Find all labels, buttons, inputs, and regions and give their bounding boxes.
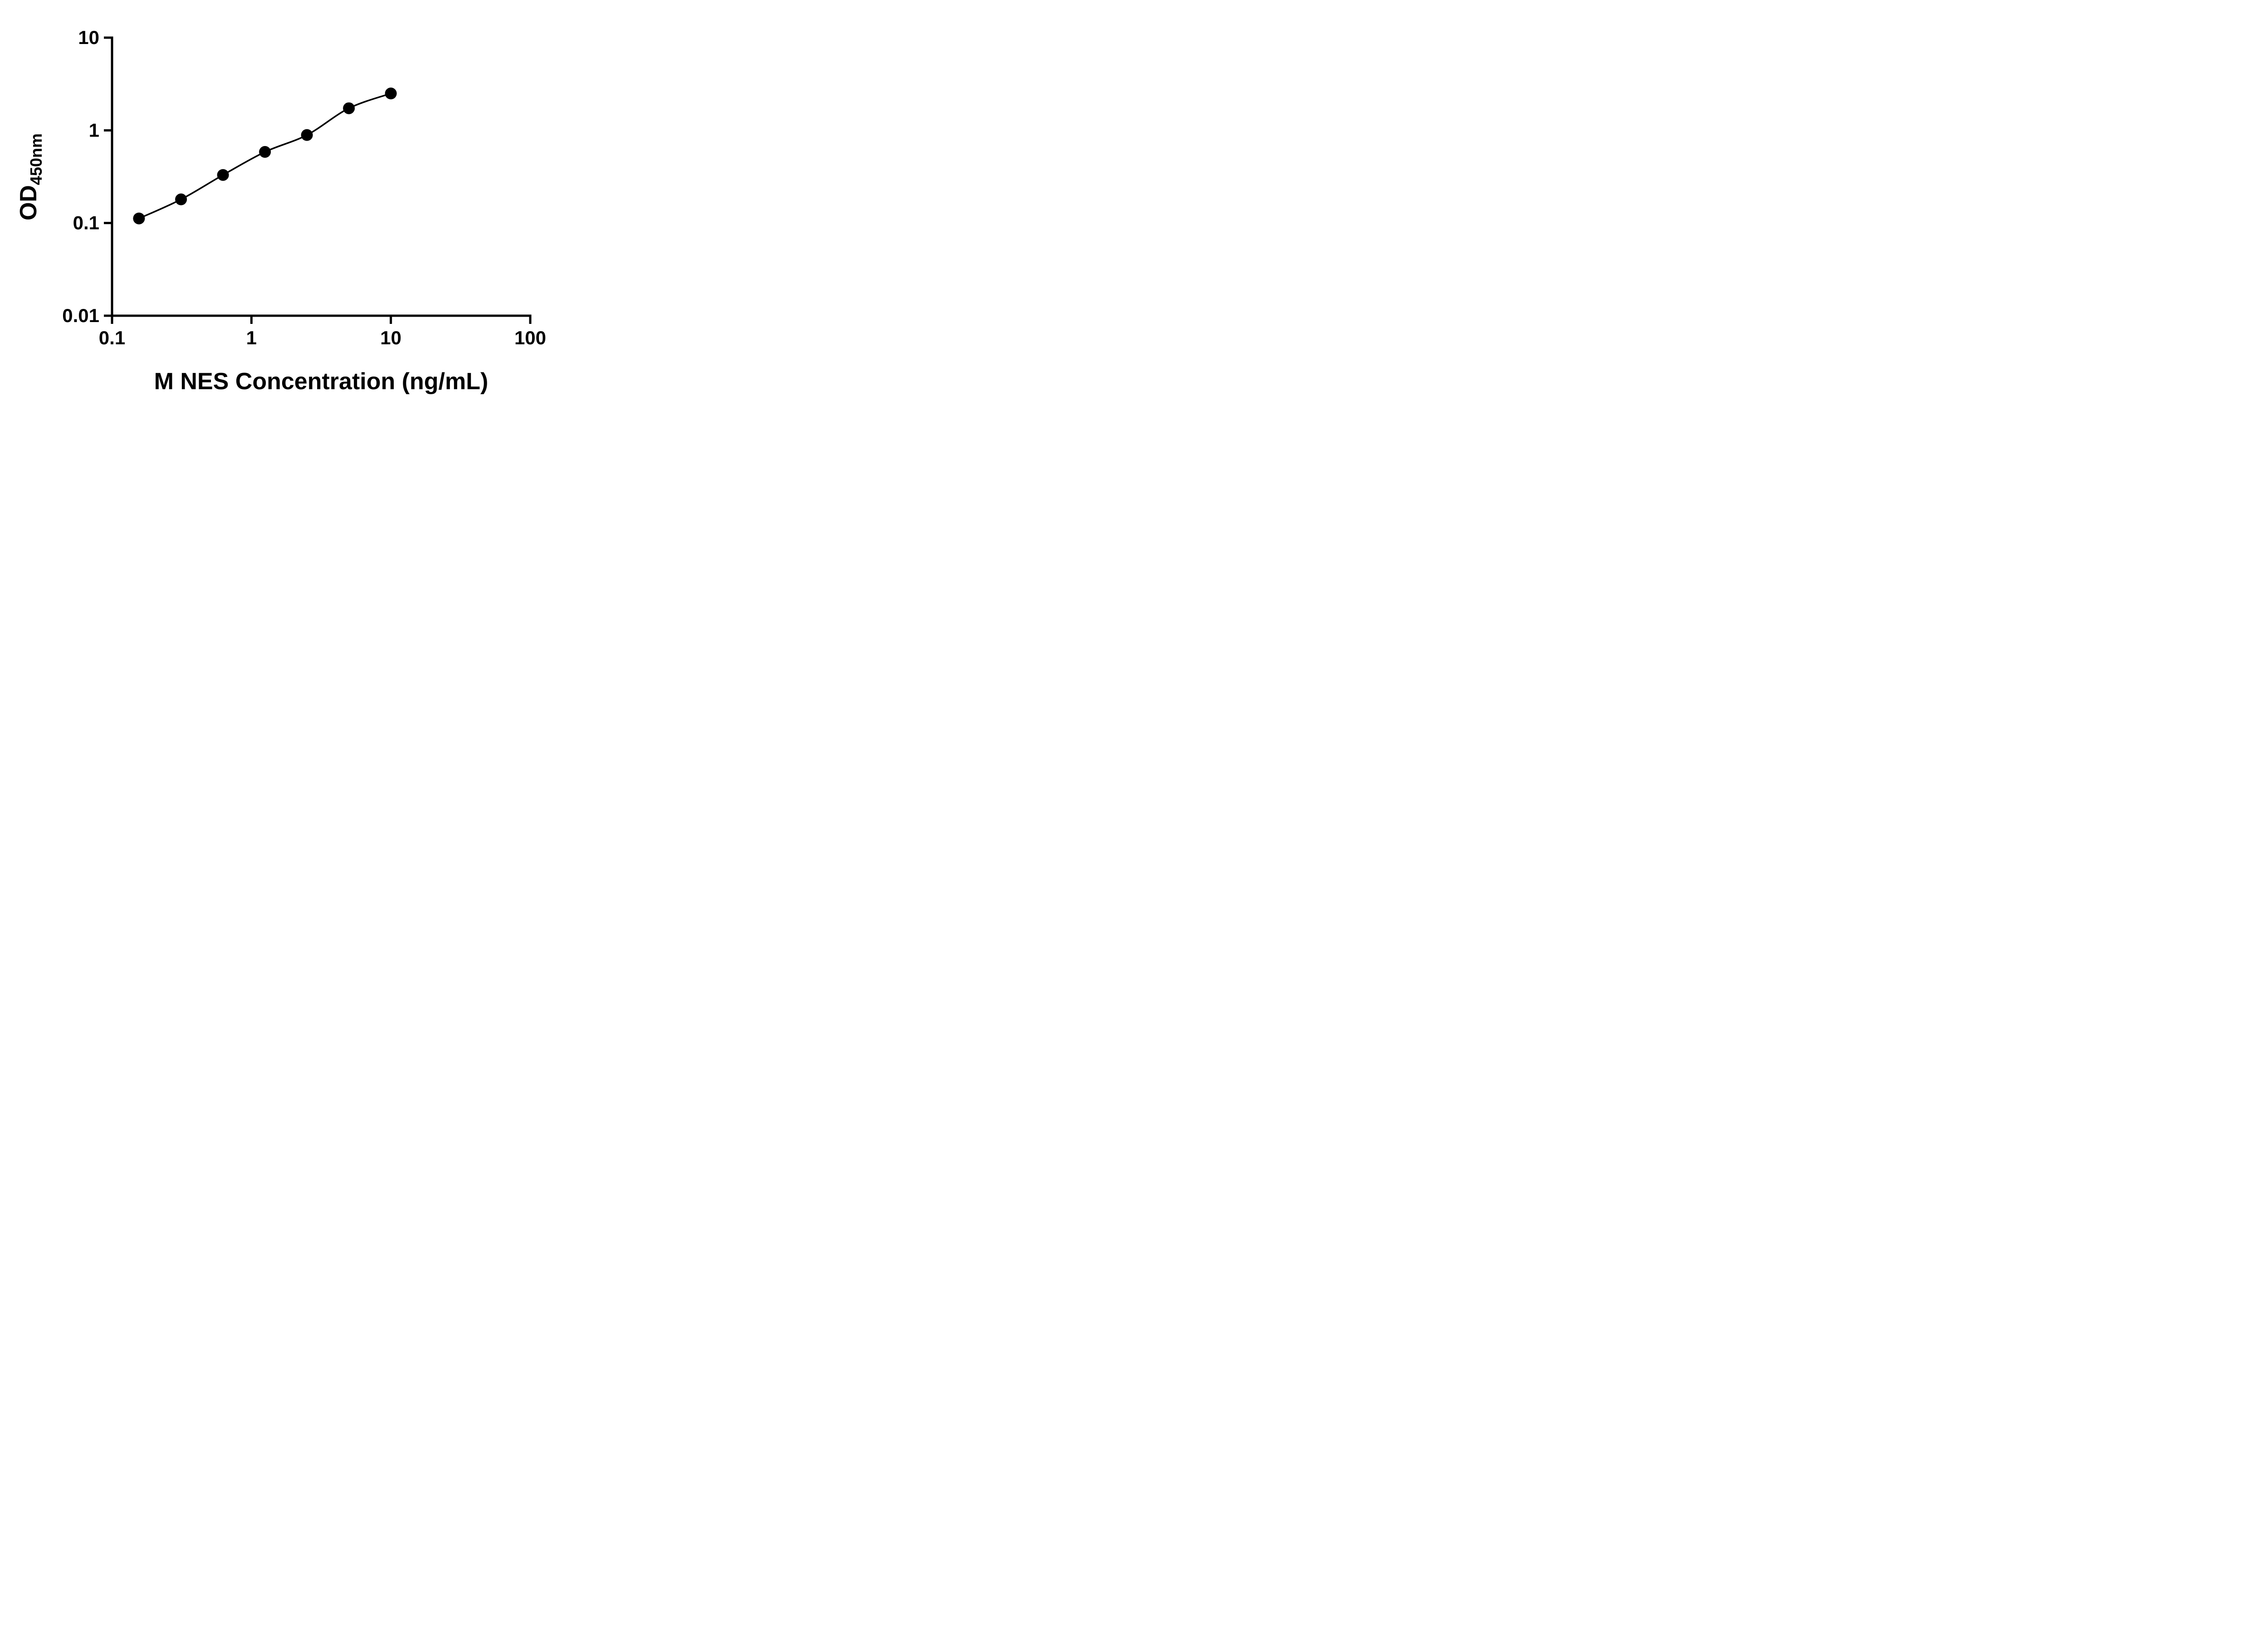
axes	[111, 36, 532, 317]
data-point	[385, 88, 397, 100]
x-tick-label: 1	[246, 327, 257, 348]
y-axis-title: OD450nm	[15, 133, 45, 220]
data-point	[259, 146, 271, 158]
y-tick-label: 0.1	[73, 212, 99, 234]
axis-ticks	[104, 36, 532, 324]
y-axis-title-main: OD	[15, 185, 42, 220]
x-tick-label: 100	[514, 327, 546, 348]
x-axis-title: M NES Concentration (ng/mL)	[154, 368, 489, 395]
y-tick-label: 0.01	[62, 305, 99, 326]
y-axis-title-subscript: 450nm	[27, 133, 45, 185]
data-point	[301, 129, 313, 141]
x-tick-label: 0.1	[99, 327, 125, 348]
data-point	[217, 169, 229, 181]
data-series	[133, 88, 397, 225]
axis-spine	[111, 36, 532, 317]
data-point	[175, 193, 187, 205]
y-tick-label: 10	[78, 27, 99, 48]
y-tick-label: 1	[89, 119, 99, 141]
x-tick-label: 10	[380, 327, 401, 348]
chart-page: 0.1 1 10 100 0.01 0.1 1 10 M NES Concentration …	[0, 0, 583, 408]
data-point	[133, 212, 145, 225]
data-point	[343, 102, 355, 114]
